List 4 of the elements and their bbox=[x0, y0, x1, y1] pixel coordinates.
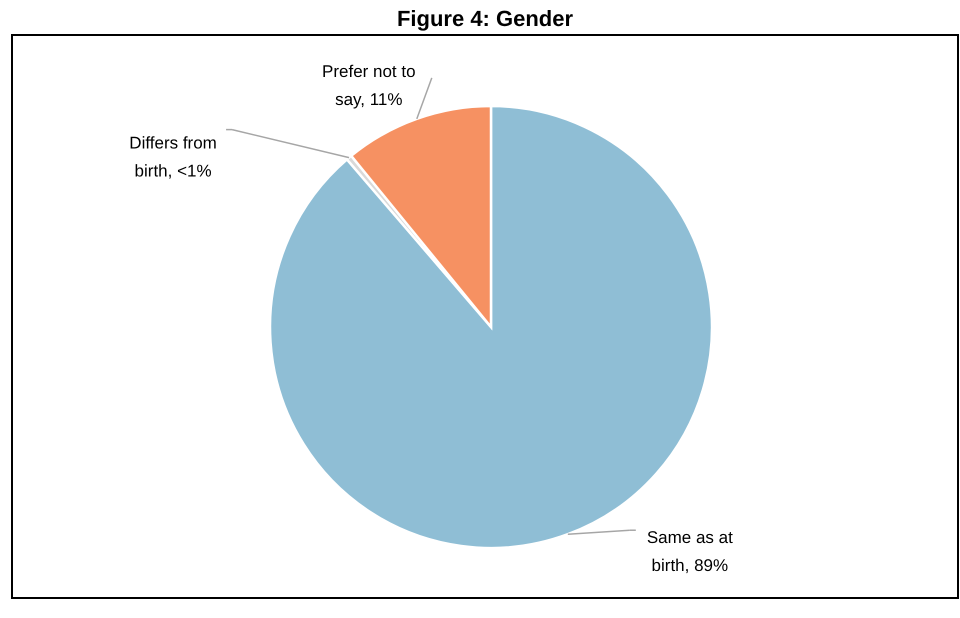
slice-label: Differs from birth, <1% bbox=[129, 134, 217, 181]
chart-title: Figure 4: Gender bbox=[396, 6, 574, 31]
slice-label: Same as at birth, 89% bbox=[646, 528, 734, 576]
slice-label: Prefer not to say, 11% bbox=[322, 62, 416, 109]
